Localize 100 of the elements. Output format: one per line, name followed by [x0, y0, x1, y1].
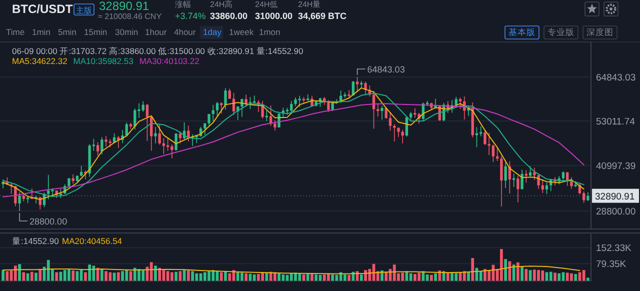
bar — [55, 272, 58, 281]
bar — [537, 270, 540, 281]
bar — [392, 264, 396, 281]
annotation: 64843.03 — [367, 64, 405, 75]
bar — [331, 274, 334, 281]
bar — [454, 273, 458, 281]
bar — [282, 274, 285, 281]
bar — [80, 270, 83, 281]
bar — [88, 264, 91, 281]
text: 24H低 — [255, 0, 278, 9]
text: 32890.91 — [99, 0, 150, 13]
text: 专业版 — [548, 27, 574, 37]
bar — [504, 259, 508, 281]
bar — [121, 271, 124, 281]
bar — [516, 262, 520, 281]
bar — [430, 274, 433, 281]
bar — [38, 268, 42, 281]
bar — [150, 262, 153, 281]
bar — [92, 266, 96, 281]
text: 15min — [84, 27, 108, 37]
bar — [203, 272, 206, 281]
bar — [582, 270, 586, 281]
text: 1mon — [259, 27, 281, 37]
text: 深度图 — [586, 27, 614, 37]
bar — [467, 272, 470, 281]
bar — [256, 274, 260, 281]
bar — [570, 273, 573, 281]
bar — [228, 273, 232, 281]
bar — [450, 272, 454, 281]
bar — [236, 272, 240, 281]
text: 1day — [203, 27, 222, 37]
text: ≈ 210008.46 CNY — [98, 12, 162, 21]
bar — [541, 270, 544, 281]
bar — [574, 274, 578, 281]
y-tick-label: 40997.39 — [596, 161, 636, 172]
y-tick-label: 64843.03 — [596, 72, 636, 84]
text: 4hour — [174, 27, 196, 37]
bar — [6, 271, 9, 281]
text: MA5:34622.32 — [12, 56, 68, 66]
bar — [252, 274, 256, 281]
bar — [558, 273, 561, 281]
text: 基本版 — [508, 27, 536, 37]
bar — [100, 268, 104, 281]
bar — [208, 271, 210, 281]
bar — [549, 272, 552, 281]
bar — [104, 271, 108, 281]
bar — [84, 272, 87, 281]
bar — [191, 271, 194, 281]
bar — [364, 270, 367, 281]
y-tick-label: 53011.74 — [596, 116, 635, 128]
text: 30min — [115, 27, 138, 37]
bar — [170, 272, 174, 281]
text: 5min — [58, 27, 77, 37]
bar — [360, 274, 363, 281]
bar — [142, 270, 145, 281]
bar — [306, 274, 310, 281]
bar — [22, 272, 26, 281]
text: BTC/USDT — [12, 2, 74, 16]
bar — [138, 268, 140, 281]
bar — [586, 278, 590, 281]
bar — [409, 273, 412, 281]
y-tick-label: 28800.00 — [596, 206, 636, 218]
y-tick-label: 79.35K — [596, 259, 627, 270]
bar — [220, 272, 223, 281]
bar — [178, 271, 182, 281]
bar — [401, 272, 404, 281]
bar — [186, 270, 190, 281]
text: 31000.00 — [255, 11, 293, 21]
annotation: 06-09 00:00 开:31703.72 高:33860.00 低:31500.00 收:32890.91 量:14552.90 — [12, 46, 304, 56]
bar — [327, 274, 330, 281]
bar — [508, 261, 512, 281]
bar — [68, 270, 70, 281]
text: 34,669 BTC — [298, 11, 348, 21]
bar — [348, 274, 350, 281]
bar — [484, 268, 486, 281]
bar — [322, 274, 326, 281]
bar — [343, 274, 346, 281]
bar — [554, 272, 556, 281]
bar — [195, 273, 198, 281]
bar — [240, 272, 244, 281]
bar — [566, 272, 569, 281]
bar — [108, 272, 112, 281]
bar — [30, 272, 34, 281]
bar — [244, 273, 248, 281]
bar — [63, 270, 66, 281]
bar — [174, 272, 178, 281]
text: 涨幅 — [175, 0, 191, 9]
bar — [125, 270, 128, 281]
bar — [166, 271, 170, 281]
annotation: 量:14552.90 — [12, 236, 60, 246]
text: MA20:40456.54 — [62, 236, 122, 246]
bar — [116, 272, 120, 281]
bar — [133, 268, 136, 281]
bar — [314, 274, 318, 281]
text: 24H高 — [210, 0, 233, 9]
bar — [500, 249, 503, 281]
text: 33860.00 — [210, 11, 248, 21]
y-tick-label: 152.33K — [596, 243, 632, 254]
bar — [524, 268, 528, 281]
text: 1min — [32, 27, 51, 37]
